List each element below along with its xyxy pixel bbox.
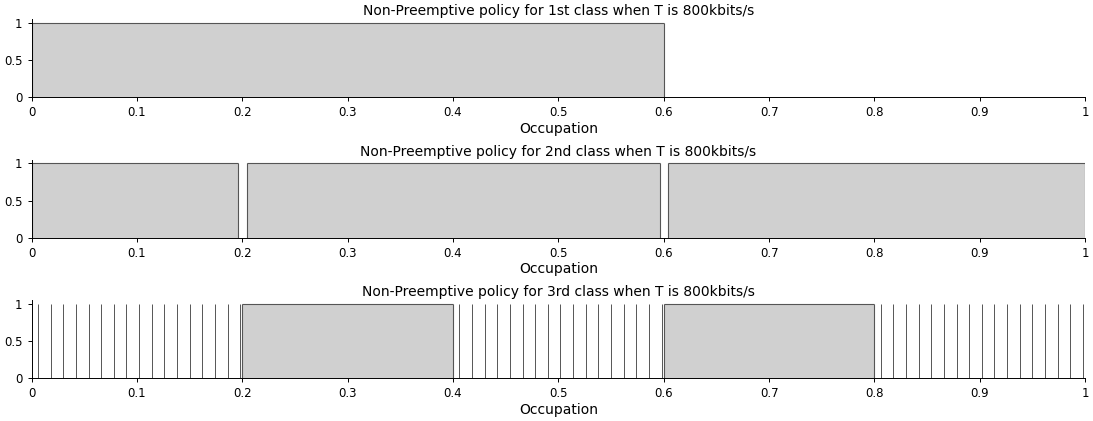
Bar xyxy=(32,23,663,97)
Title: Non-Preemptive policy for 1st class when T is 800kbits/s: Non-Preemptive policy for 1st class when… xyxy=(363,4,754,18)
Bar xyxy=(668,163,1085,238)
X-axis label: Occupation: Occupation xyxy=(519,122,598,136)
X-axis label: Occupation: Occupation xyxy=(519,403,598,417)
Bar xyxy=(243,304,454,378)
X-axis label: Occupation: Occupation xyxy=(519,263,598,277)
Bar xyxy=(663,304,874,378)
Title: Non-Preemptive policy for 2nd class when T is 800kbits/s: Non-Preemptive policy for 2nd class when… xyxy=(361,144,756,158)
Bar xyxy=(247,163,659,238)
Bar xyxy=(32,163,238,238)
Title: Non-Preemptive policy for 3rd class when T is 800kbits/s: Non-Preemptive policy for 3rd class when… xyxy=(362,285,755,299)
